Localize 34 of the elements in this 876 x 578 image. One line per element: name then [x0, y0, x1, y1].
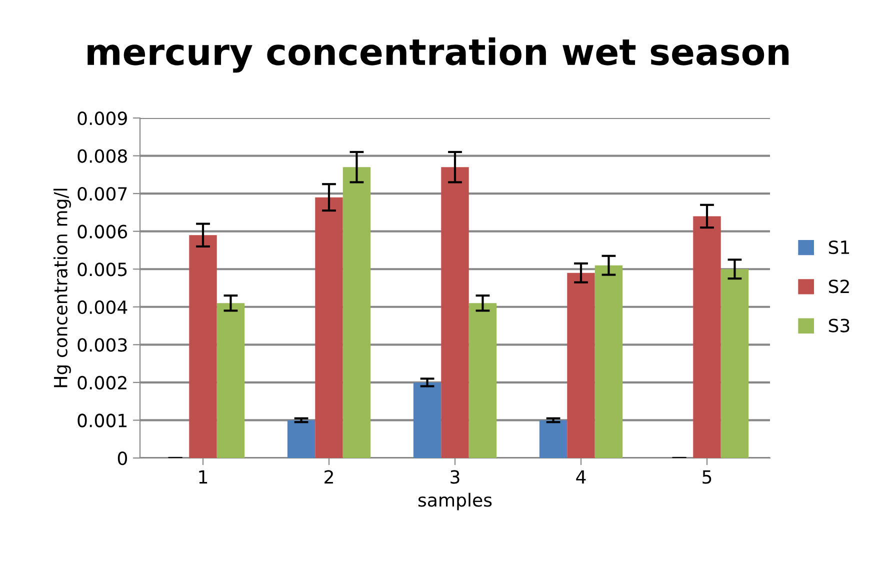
x-tick-label: 5 — [702, 470, 712, 484]
bar — [468, 303, 497, 458]
bar — [441, 167, 469, 458]
bar — [720, 269, 749, 458]
bar — [594, 265, 623, 458]
x-tick-label: 3 — [450, 470, 460, 484]
bar — [315, 197, 343, 458]
bar — [693, 216, 721, 458]
bar — [342, 167, 371, 458]
bar — [413, 382, 442, 458]
y-tick-label: 0.001 — [78, 414, 127, 428]
x-tick-label: 4 — [576, 470, 586, 484]
y-tick-label: 0.009 — [78, 111, 127, 126]
bar — [189, 235, 217, 458]
chart-title: mercury concentration wet season — [88, 37, 789, 73]
bar — [539, 420, 568, 458]
bar — [567, 272, 595, 458]
legend-label: S1 — [828, 240, 850, 254]
y-axis-title: Hg concentration mg/l — [53, 188, 71, 388]
y-tick-label: 0.006 — [78, 224, 128, 238]
y-tick-label: 0.003 — [78, 338, 127, 352]
x-tick-label: 1 — [199, 470, 208, 484]
bar — [287, 420, 316, 458]
y-tick-label: 0 — [118, 451, 127, 466]
y-tick-label: 0.008 — [78, 149, 127, 163]
legend-label: S2 — [828, 280, 849, 294]
legend-label: S3 — [828, 318, 850, 332]
x-tick-label: 2 — [324, 470, 333, 484]
y-tick-label: 0.004 — [78, 300, 128, 314]
x-axis-title: samples — [418, 492, 492, 510]
y-tick-label: 0.007 — [78, 187, 127, 201]
y-tick-label: 0.002 — [78, 376, 126, 390]
bar — [216, 303, 245, 458]
y-tick-label: 0.005 — [78, 262, 127, 276]
